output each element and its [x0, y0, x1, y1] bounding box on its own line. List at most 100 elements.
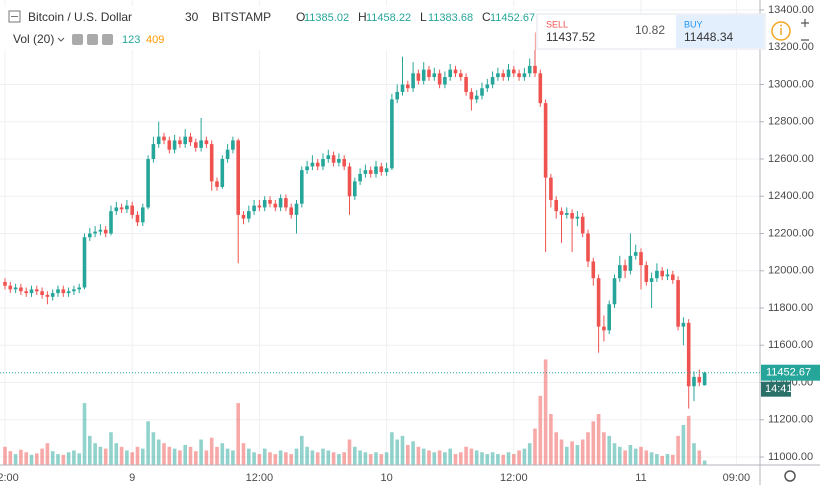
volume-bar [61, 454, 66, 465]
candle-body [437, 73, 442, 85]
candle-body [257, 205, 262, 208]
countdown-box [761, 381, 791, 397]
info-icon-dot [780, 24, 782, 27]
volume-bar [273, 454, 278, 465]
candle-body [172, 140, 177, 150]
volume-bar [342, 452, 346, 465]
candle-body [13, 287, 18, 290]
candle-body [660, 270, 664, 277]
candle-body [490, 77, 495, 85]
volume-bar [395, 439, 399, 465]
candle-body [464, 77, 468, 92]
candle-body [88, 233, 92, 238]
ohlc-prefix: O [296, 10, 305, 24]
candle-body [119, 207, 124, 210]
volume-bar [676, 435, 680, 465]
volume-bar [639, 446, 643, 465]
volume-bar [72, 450, 76, 465]
volume-bar [40, 448, 44, 465]
collapse-icon[interactable] [8, 10, 21, 23]
volume-bar [247, 448, 251, 465]
sell-button[interactable] [538, 15, 624, 48]
candle-body [512, 69, 516, 74]
volume-bar [432, 452, 437, 465]
volume-bar [702, 460, 707, 465]
candle-body [353, 181, 357, 197]
zoom-buttons[interactable] [801, 19, 809, 41]
candle-body [368, 170, 373, 174]
candle-body [602, 326, 606, 331]
candle-body [56, 289, 60, 294]
candle-body [278, 198, 283, 208]
candle-body [374, 166, 378, 174]
candle-body [72, 289, 76, 292]
x-tick-label: 11 [635, 472, 646, 484]
x-tick-label: 9 [129, 472, 135, 484]
ohlc-prefix: L [420, 10, 427, 24]
buy-button[interactable] [676, 15, 764, 48]
volume-bar [469, 448, 474, 465]
candle-body [268, 199, 272, 204]
volume-bar [580, 439, 585, 465]
settings-icon[interactable] [87, 34, 98, 45]
volume-bar [88, 435, 92, 465]
candle-body [183, 136, 187, 145]
ohlc-prefix: H [358, 10, 367, 24]
volume-bar [649, 452, 654, 465]
settings-gear[interactable] [784, 470, 796, 482]
candle-body [480, 88, 484, 96]
candle-body [421, 69, 426, 81]
candle-body [591, 261, 596, 279]
x-tick-label: 12:00 [246, 472, 274, 484]
volume-bar [501, 454, 505, 465]
volume-bar [19, 449, 23, 465]
candle-body [326, 155, 331, 159]
volume-bar [56, 454, 60, 465]
candle-body [241, 214, 246, 219]
eye-icon[interactable] [72, 34, 83, 45]
candle-body [697, 376, 702, 383]
candle-body [93, 231, 97, 234]
volume-bar [538, 395, 543, 465]
x-tick-label: 12:00 [0, 472, 19, 484]
candle-body [215, 181, 219, 187]
y-tick-label: 13000.00 [768, 78, 814, 90]
volume-bar [194, 451, 198, 465]
candle-body [538, 73, 543, 104]
volume-bar [655, 454, 659, 465]
candle-body [114, 207, 119, 212]
sell-price: 11437.52 [546, 30, 595, 44]
volume-bar [156, 439, 161, 465]
candle-body [549, 177, 553, 200]
candle-body [252, 205, 256, 212]
candle-body [676, 280, 680, 327]
candle-body [24, 291, 28, 294]
candle-body [209, 144, 214, 182]
candle-body [61, 289, 66, 294]
volume-bar [681, 424, 686, 465]
volume-bar [390, 432, 394, 465]
dropdown-icon[interactable] [57, 37, 65, 42]
volume-bar [3, 446, 7, 465]
candle-body [384, 168, 389, 173]
candle-body [194, 142, 198, 148]
volume-bar [358, 450, 362, 465]
candle-body [178, 140, 182, 145]
volume-bar [453, 454, 458, 465]
candle-body [496, 73, 500, 78]
volume-bar [517, 450, 521, 465]
candle-body [262, 199, 267, 208]
candle-body [533, 65, 537, 74]
sell-label: SELL [546, 19, 568, 29]
volume-bar [50, 451, 55, 465]
candle-body [559, 211, 564, 215]
candle-body [315, 162, 320, 167]
close-icon[interactable] [102, 34, 113, 45]
candle-body [35, 289, 39, 292]
spread: 10.82 [635, 23, 665, 37]
y-tick-label: 12400.00 [768, 190, 814, 202]
candle-body [517, 73, 521, 78]
candle-body [427, 69, 431, 78]
